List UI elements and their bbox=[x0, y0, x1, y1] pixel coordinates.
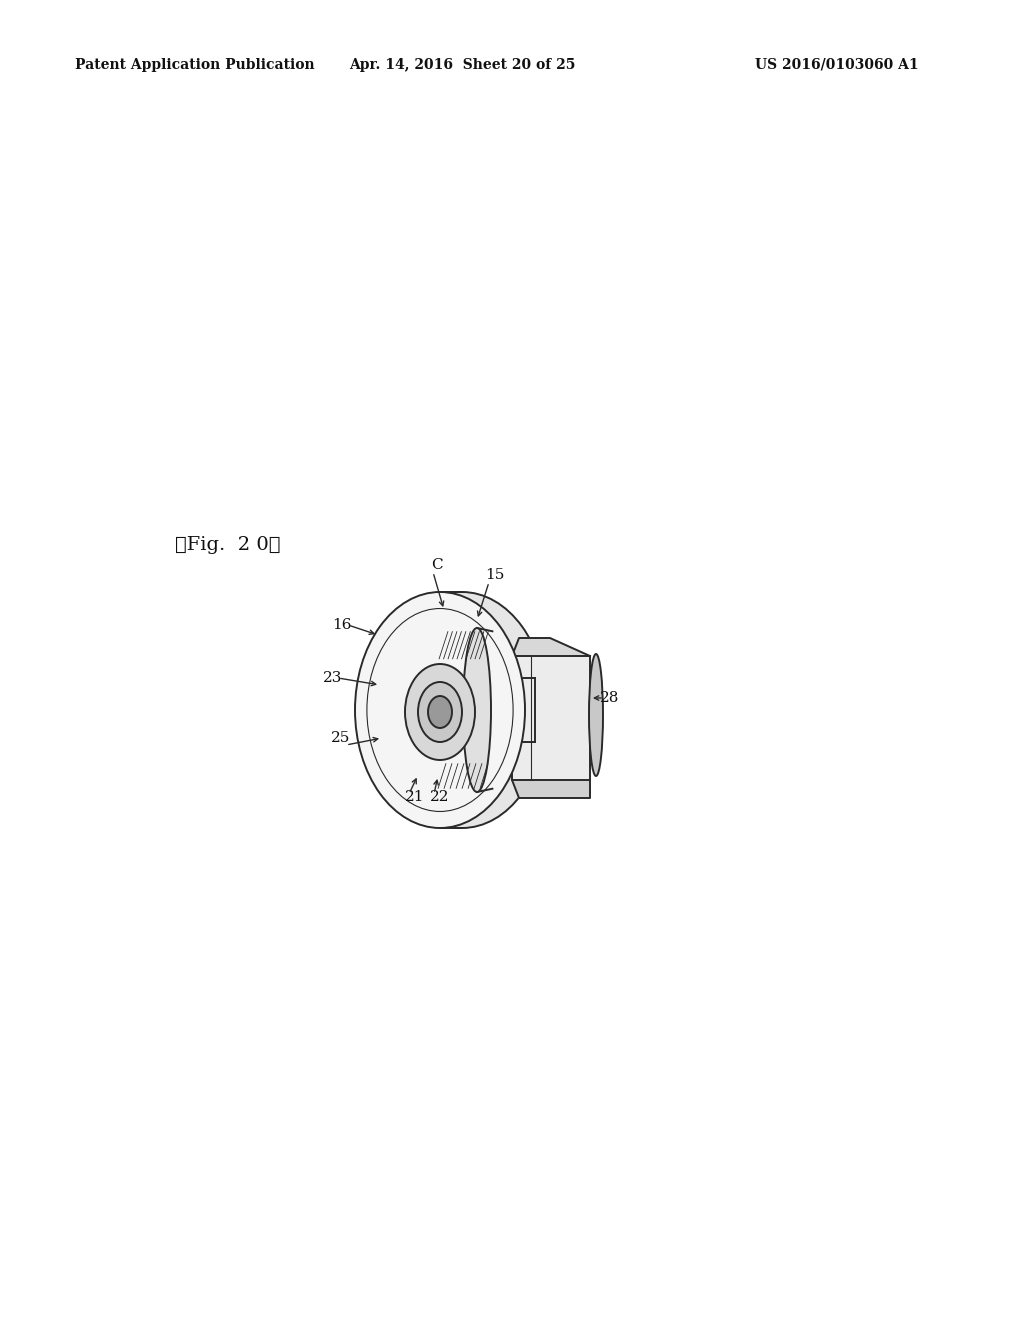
Text: US 2016/0103060 A1: US 2016/0103060 A1 bbox=[755, 58, 919, 73]
Text: Patent Application Publication: Patent Application Publication bbox=[75, 58, 314, 73]
Text: 23: 23 bbox=[323, 671, 342, 685]
Ellipse shape bbox=[355, 591, 525, 828]
Text: 【Fig.  2 0】: 【Fig. 2 0】 bbox=[175, 536, 281, 554]
Ellipse shape bbox=[377, 591, 547, 828]
Text: Apr. 14, 2016  Sheet 20 of 25: Apr. 14, 2016 Sheet 20 of 25 bbox=[349, 58, 575, 73]
Polygon shape bbox=[512, 780, 590, 799]
Ellipse shape bbox=[463, 628, 490, 792]
Text: 15: 15 bbox=[485, 568, 505, 582]
Ellipse shape bbox=[428, 696, 452, 729]
Text: 28: 28 bbox=[600, 690, 620, 705]
Text: 16: 16 bbox=[333, 618, 352, 632]
Text: 22: 22 bbox=[430, 789, 450, 804]
Text: 21: 21 bbox=[406, 789, 425, 804]
Ellipse shape bbox=[589, 653, 603, 776]
Polygon shape bbox=[512, 656, 590, 780]
Polygon shape bbox=[512, 638, 590, 656]
Ellipse shape bbox=[418, 682, 462, 742]
Ellipse shape bbox=[481, 631, 504, 789]
Ellipse shape bbox=[406, 664, 475, 760]
Text: 25: 25 bbox=[331, 731, 350, 744]
Text: C: C bbox=[431, 558, 442, 572]
